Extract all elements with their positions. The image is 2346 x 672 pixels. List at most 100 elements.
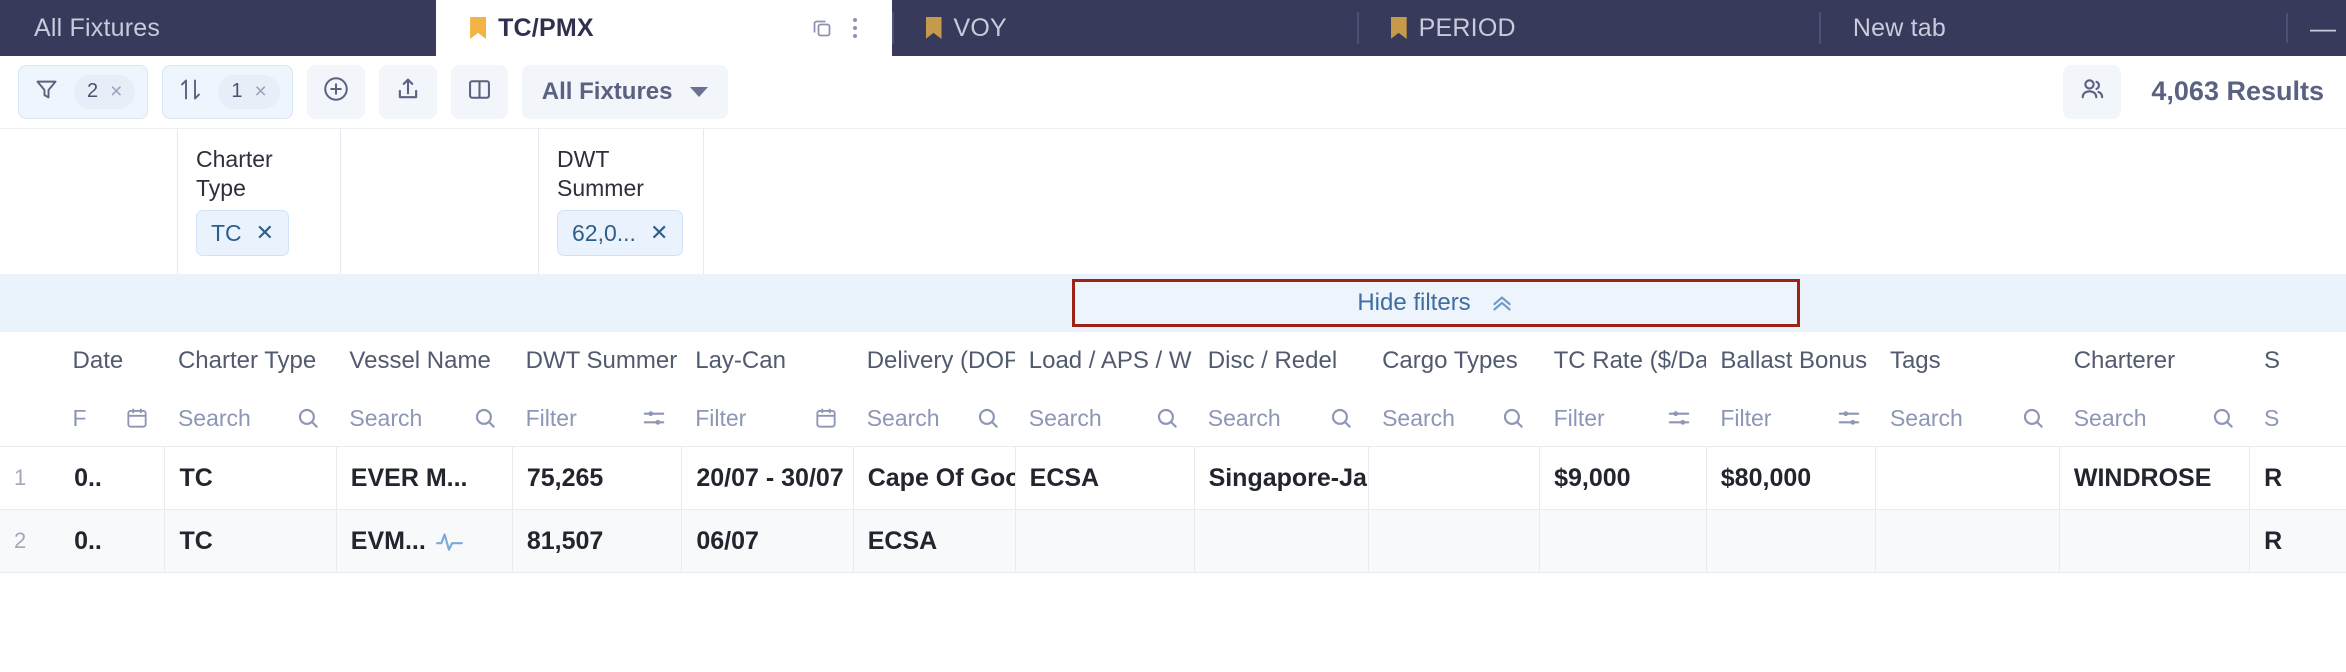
filter-placeholder: Search bbox=[177, 404, 251, 431]
column-header-load-aps-w[interactable]: Load / APS / W bbox=[1028, 347, 1192, 374]
view-select[interactable]: All Fixtures bbox=[521, 64, 729, 119]
hide-filters-button[interactable]: Hide filters bbox=[1072, 279, 1800, 327]
column-header-dwt-summer[interactable]: DWT Summer bbox=[525, 347, 678, 374]
cell-delivery-dop: Cape Of Good bbox=[854, 447, 1016, 509]
filter-chip[interactable]: TC ✕ bbox=[196, 210, 290, 256]
cell-ballast-bonus: $80,000 bbox=[1707, 447, 1877, 509]
tab-label: TC/PMX bbox=[498, 13, 594, 42]
column-header-lay-can[interactable]: Lay-Can bbox=[695, 347, 786, 374]
calendar-icon[interactable] bbox=[124, 405, 150, 431]
sliders-icon[interactable] bbox=[1836, 405, 1862, 431]
more-vertical-icon[interactable] bbox=[852, 16, 858, 40]
cell-date: 0.. bbox=[60, 510, 166, 572]
column-header-tags[interactable]: Tags bbox=[1889, 347, 1941, 374]
filter-cargo-types[interactable]: Search bbox=[1368, 390, 1539, 446]
row-index: 2 bbox=[14, 528, 27, 553]
search-icon[interactable] bbox=[975, 405, 1001, 431]
column-header-delivery-dop[interactable]: Delivery (DOP) bbox=[866, 347, 1015, 374]
filter-delivery-dop[interactable]: Search bbox=[853, 390, 1015, 446]
filter-date[interactable]: F bbox=[59, 390, 164, 446]
share-button[interactable] bbox=[378, 64, 437, 119]
cell-charterer bbox=[2060, 510, 2251, 572]
hide-filters-bar: Hide filters bbox=[0, 274, 2346, 332]
cell-date: 0.. bbox=[60, 447, 166, 509]
share-users-button[interactable] bbox=[2063, 64, 2122, 119]
filter-lay-can[interactable]: Filter bbox=[681, 390, 852, 446]
sparkline-icon[interactable] bbox=[435, 531, 464, 551]
search-icon[interactable] bbox=[472, 405, 498, 431]
filter-count: 2 bbox=[87, 80, 99, 102]
filter-dwt-summer[interactable]: Filter bbox=[512, 390, 682, 446]
filter-tags[interactable]: Search bbox=[1876, 390, 2060, 446]
sliders-icon[interactable] bbox=[641, 405, 667, 431]
columns-button[interactable] bbox=[450, 64, 508, 119]
filter-placeholder: F bbox=[72, 404, 87, 431]
clear-filters-icon[interactable]: × bbox=[110, 80, 123, 103]
filter-placeholder: Search bbox=[1028, 404, 1102, 431]
search-icon[interactable] bbox=[1500, 405, 1526, 431]
filter-placeholder: Filter bbox=[1720, 404, 1772, 431]
view-select-label: All Fixtures bbox=[541, 77, 673, 105]
column-header-disc-redel[interactable]: Disc / Redel bbox=[1207, 347, 1338, 374]
divider bbox=[0, 509, 2346, 510]
column-header-s[interactable]: S bbox=[2264, 347, 2281, 374]
clear-sort-icon[interactable]: × bbox=[254, 80, 267, 103]
add-button[interactable] bbox=[306, 64, 365, 119]
filter-vessel-name[interactable]: Search bbox=[335, 390, 511, 446]
tab-tc-pmx[interactable]: TC/PMX bbox=[436, 0, 892, 56]
tab-period[interactable]: PERIOD bbox=[1356, 0, 1819, 56]
search-icon[interactable] bbox=[1154, 405, 1180, 431]
sliders-icon[interactable] bbox=[1666, 405, 1692, 431]
copy-icon[interactable] bbox=[810, 16, 834, 40]
filter-ballast-bonus[interactable]: Filter bbox=[1706, 390, 1876, 446]
sort-count-chip[interactable]: 1 × bbox=[218, 74, 280, 109]
column-header-charter-type[interactable]: Charter Type bbox=[177, 347, 317, 374]
chevron-up-icon bbox=[1489, 295, 1515, 312]
search-icon[interactable] bbox=[1328, 405, 1354, 431]
filter-s[interactable]: S bbox=[2250, 390, 2346, 446]
filter-load-aps-w[interactable]: Search bbox=[1015, 390, 1194, 446]
tab-new-tab[interactable]: New tab bbox=[1818, 0, 2286, 56]
tab-bar-right: — bbox=[2286, 0, 2346, 56]
remove-chip-icon[interactable]: ✕ bbox=[255, 220, 275, 245]
minimize-icon[interactable]: — bbox=[2310, 12, 2336, 43]
filter-disc-redel[interactable]: Search bbox=[1194, 390, 1368, 446]
filter-charterer[interactable]: Search bbox=[2060, 390, 2250, 446]
search-icon[interactable] bbox=[2020, 405, 2046, 431]
cell-dwt-summer: 75,265 bbox=[513, 447, 683, 509]
filter-button[interactable]: 2 × bbox=[18, 64, 149, 119]
calendar-icon[interactable] bbox=[813, 405, 839, 431]
filter-charter-type[interactable]: Search bbox=[164, 390, 335, 446]
filter-placeholder: Filter bbox=[525, 404, 577, 431]
filter-cell-charter-type[interactable]: Charter Type TC ✕ bbox=[178, 129, 341, 274]
filter-cell-dwt-summer[interactable]: DWT Summer 62,0... ✕ bbox=[539, 129, 704, 274]
search-icon[interactable] bbox=[2210, 405, 2236, 431]
cell-tags bbox=[1876, 447, 2060, 509]
cell-tc-rate: $9,000 bbox=[1540, 447, 1707, 509]
tab-label: PERIOD bbox=[1418, 13, 1516, 42]
filter-chip[interactable]: 62,0... ✕ bbox=[557, 210, 684, 256]
filter-tc-rate[interactable]: Filter bbox=[1540, 390, 1707, 446]
column-header-date[interactable]: Date bbox=[72, 347, 124, 374]
divider bbox=[2286, 13, 2288, 43]
sort-button[interactable]: 1 × bbox=[162, 64, 293, 119]
column-header-ballast-bonus[interactable]: Ballast Bonus bbox=[1720, 347, 1868, 374]
filter-count-chip[interactable]: 2 × bbox=[74, 74, 136, 109]
cell-load-aps-w: ECSA bbox=[1016, 447, 1195, 509]
tab-all-fixtures[interactable]: All Fixtures bbox=[0, 0, 436, 56]
filter-placeholder: Search bbox=[349, 404, 423, 431]
filter-cell-empty-1 bbox=[0, 129, 178, 274]
tab-bar: All Fixtures TC/PMX VOY PERIOD New tab — bbox=[0, 0, 2346, 56]
search-icon[interactable] bbox=[295, 405, 321, 431]
tab-voy[interactable]: VOY bbox=[891, 0, 1357, 56]
column-header-charterer[interactable]: Charterer bbox=[2073, 347, 2176, 374]
filter-chip-value: 62,0... bbox=[572, 219, 636, 246]
filter-placeholder: Search bbox=[1207, 404, 1281, 431]
column-header-cargo-types[interactable]: Cargo Types bbox=[1382, 347, 1518, 374]
cell-disc-redel: Singapore-Jap bbox=[1195, 447, 1369, 509]
remove-chip-icon[interactable]: ✕ bbox=[649, 220, 669, 245]
table-row[interactable]: 1 0.. TC EVER M... 75,265 20/07 - 30/07 … bbox=[0, 447, 2346, 509]
table-row[interactable]: 2 0.. TC EVM... 81,507 06/07 ECSA R bbox=[0, 510, 2346, 572]
column-header-tc-rate[interactable]: TC Rate ($/Day bbox=[1553, 347, 1707, 374]
column-header-vessel-name[interactable]: Vessel Name bbox=[349, 347, 491, 374]
